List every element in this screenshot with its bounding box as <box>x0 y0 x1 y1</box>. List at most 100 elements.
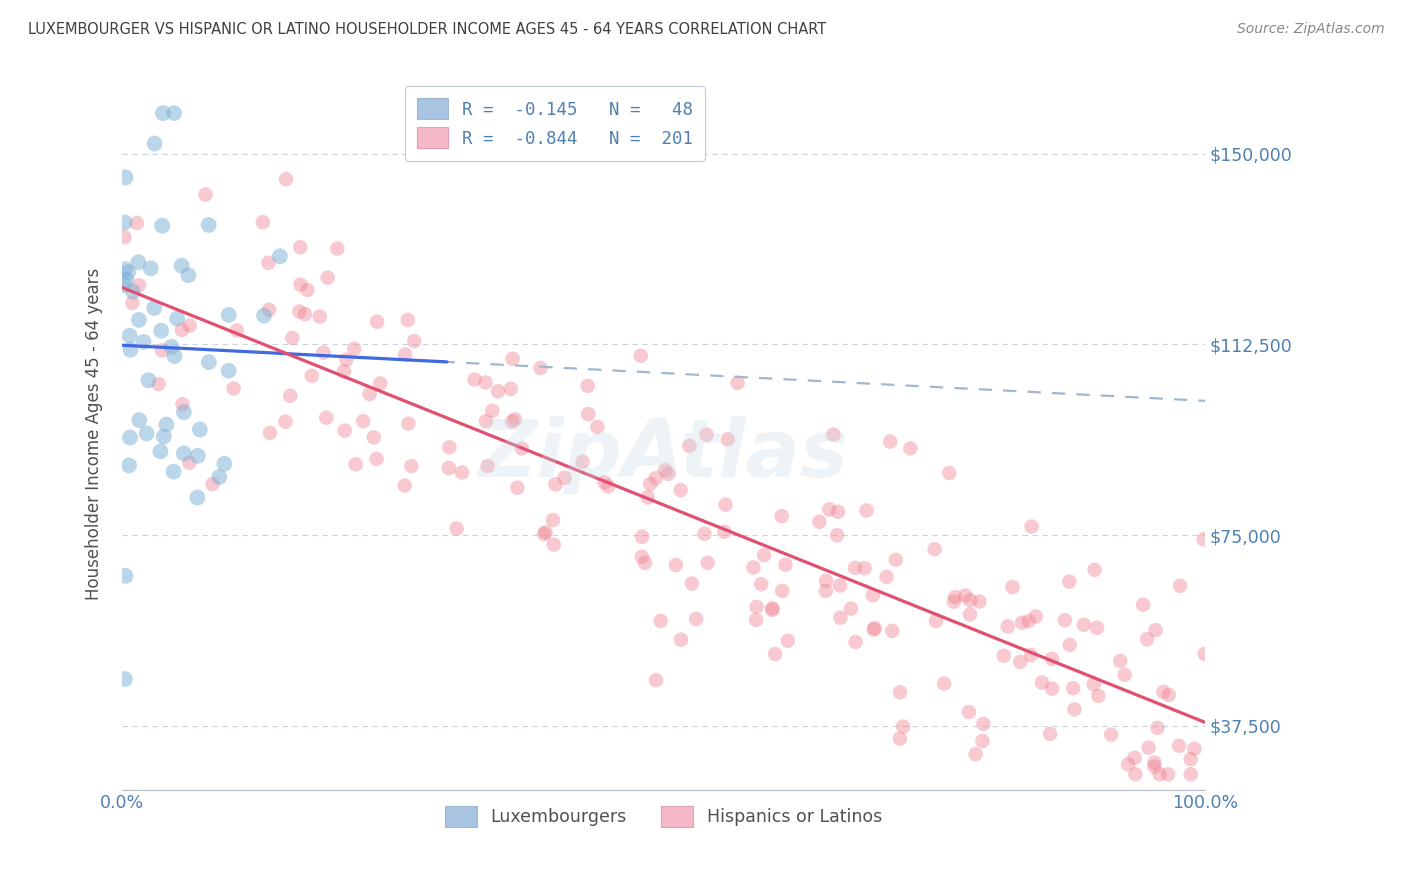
Point <box>114 262 136 277</box>
Point <box>112 278 135 293</box>
Point <box>972 717 994 731</box>
Point <box>186 491 208 505</box>
Point <box>121 285 143 299</box>
Point <box>853 561 876 575</box>
Point <box>170 323 193 337</box>
Point <box>259 425 281 440</box>
Text: LUXEMBOURGER VS HISPANIC OR LATINO HOUSEHOLDER INCOME AGES 45 - 64 YEARS CORRELA: LUXEMBOURGER VS HISPANIC OR LATINO HOUSE… <box>28 22 827 37</box>
Point <box>118 328 141 343</box>
Point <box>394 478 416 492</box>
Point <box>533 527 555 541</box>
Point <box>1099 728 1122 742</box>
Point <box>344 458 367 472</box>
Point <box>839 601 862 615</box>
Point <box>681 576 703 591</box>
Point <box>749 577 772 591</box>
Point <box>1157 688 1180 702</box>
Point <box>1073 617 1095 632</box>
Point <box>685 612 707 626</box>
Point <box>959 593 981 607</box>
Point <box>1109 654 1132 668</box>
Point <box>1146 721 1168 735</box>
Point <box>631 530 654 544</box>
Point <box>143 136 166 151</box>
Point <box>150 324 173 338</box>
Point <box>844 561 866 575</box>
Point <box>645 673 668 688</box>
Point <box>997 619 1019 633</box>
Point <box>669 483 692 497</box>
Point <box>654 463 676 477</box>
Point <box>882 624 904 638</box>
Point <box>993 648 1015 663</box>
Point <box>593 475 616 490</box>
Point <box>879 434 901 449</box>
Point <box>222 381 245 395</box>
Point <box>830 611 852 625</box>
Point <box>938 466 960 480</box>
Point <box>316 270 339 285</box>
Point <box>439 441 461 455</box>
Point <box>198 355 221 369</box>
Point <box>326 242 349 256</box>
Point <box>1116 757 1139 772</box>
Point <box>187 449 209 463</box>
Point <box>135 426 157 441</box>
Point <box>120 343 142 357</box>
Point <box>446 521 468 535</box>
Point <box>823 427 845 442</box>
Point <box>214 457 236 471</box>
Point <box>713 524 735 539</box>
Point <box>1018 614 1040 628</box>
Point <box>396 417 419 431</box>
Point <box>717 433 740 447</box>
Point <box>943 590 966 604</box>
Point <box>366 315 388 329</box>
Point <box>1180 752 1202 766</box>
Point <box>150 343 173 358</box>
Point <box>149 444 172 458</box>
Point <box>128 278 150 293</box>
Point <box>404 334 426 348</box>
Point <box>155 417 177 432</box>
Point <box>544 477 567 491</box>
Point <box>576 379 599 393</box>
Point <box>828 578 851 592</box>
Point <box>114 672 136 686</box>
Point <box>163 349 186 363</box>
Point <box>1053 613 1076 627</box>
Point <box>333 364 356 378</box>
Point <box>201 477 224 491</box>
Point <box>188 422 211 436</box>
Point <box>503 412 526 426</box>
Point <box>1011 615 1033 630</box>
Point <box>1083 677 1105 691</box>
Point <box>1063 702 1085 716</box>
Point <box>1085 621 1108 635</box>
Point <box>502 351 524 366</box>
Point <box>368 376 391 391</box>
Point <box>396 313 419 327</box>
Point <box>173 446 195 460</box>
Point <box>696 556 718 570</box>
Point <box>808 515 831 529</box>
Point <box>177 268 200 283</box>
Point <box>166 311 188 326</box>
Point <box>208 470 231 484</box>
Point <box>959 607 981 622</box>
Point <box>343 342 366 356</box>
Point <box>745 613 768 627</box>
Point <box>128 313 150 327</box>
Point <box>252 215 274 229</box>
Point <box>814 583 837 598</box>
Point <box>1144 623 1167 637</box>
Point <box>1114 668 1136 682</box>
Point <box>114 170 136 185</box>
Point <box>274 415 297 429</box>
Point <box>541 513 564 527</box>
Point <box>510 442 533 456</box>
Point <box>1157 767 1180 781</box>
Point <box>170 259 193 273</box>
Point <box>1168 739 1191 753</box>
Point <box>308 310 330 324</box>
